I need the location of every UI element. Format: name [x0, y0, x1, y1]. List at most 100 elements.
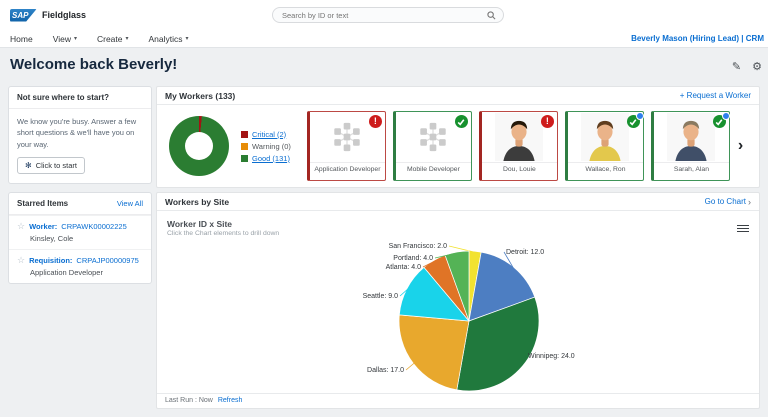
get-started-body: We know you're busy. Answer a few short … [17, 117, 137, 149]
product-name: Fieldglass [42, 10, 87, 20]
chevron-down-icon: ▾ [73, 36, 77, 42]
pie-label-leader [521, 355, 527, 366]
workers-by-site-pie-chart[interactable]: San Francisco: 2.0 Detroit: 12.0 Winnipeg:… [157, 233, 761, 391]
chart-footer: Last Run : Now Refresh [157, 393, 759, 408]
chart-title: Worker ID x Site [167, 219, 233, 229]
chart-subtitle: Click the Chart elements to drill down [167, 230, 280, 237]
starred-items-card: Starred Items View All ☆ Worker: CRPAWK0… [8, 191, 152, 284]
pie-slice-label: Portland: 4.0 [393, 255, 433, 262]
worker-status-legend: Critical (2) Warning (0) Good (131) [241, 127, 291, 166]
get-started-card: Not sure where to start? We know you're … [8, 86, 152, 184]
star-icon[interactable]: ☆ [17, 220, 26, 231]
last-run-label: Last Run : Now [165, 397, 213, 404]
check-badge-icon [454, 115, 468, 128]
page-title: Welcome back Beverly! [10, 56, 178, 73]
legend-label[interactable]: Critical (2) [252, 129, 287, 139]
legend-row-good[interactable]: Good (131) [241, 154, 291, 163]
pie-label-leader [422, 260, 435, 268]
chart-menu-icon[interactable] [737, 223, 749, 234]
my-workers-body: Critical (2) Warning (0) Good (131) Applic… [157, 105, 759, 187]
nav-item-view[interactable]: View ▾ [52, 33, 77, 44]
click-to-start-button[interactable]: ✻ Click to start [17, 156, 85, 174]
starred-item-worker[interactable]: ☆ Worker: CRPAWK00002225 Kinsley, Cole [9, 214, 151, 249]
global-search[interactable] [272, 7, 504, 23]
my-workers-title: My Workers (133) [165, 90, 236, 101]
request-worker-link[interactable]: + Request a Worker [679, 91, 751, 100]
worker-photo [568, 112, 643, 162]
workers-by-site-title: Workers by Site [165, 196, 230, 207]
worker-card-name: Application Developer [309, 162, 385, 173]
pie-slice-label: Dallas: 17.0 [367, 367, 404, 374]
search-icon[interactable] [487, 10, 496, 20]
pie-label-leader [434, 252, 458, 259]
next-cards-chevron-icon[interactable]: › [737, 137, 744, 154]
alert-badge-icon: ! [368, 115, 382, 128]
starred-item-requisition[interactable]: ☆ Requisition: CRPAJP00000975 Applicatio… [9, 248, 151, 283]
legend-swatch-icon [241, 130, 248, 138]
legend-label[interactable]: Good (131) [252, 153, 290, 163]
pie-label-leader [405, 362, 415, 371]
refresh-link[interactable]: Refresh [217, 397, 243, 404]
pie-label-leader [399, 288, 409, 297]
star-icon[interactable]: ☆ [17, 254, 26, 265]
get-started-title: Not sure where to start? [17, 93, 110, 102]
legend-row-critical[interactable]: Critical (2) [241, 130, 291, 139]
worker-card-name: Sarah, Alan [653, 162, 729, 173]
starred-item-name: Kinsley, Cole [30, 233, 74, 243]
go-to-chart-link[interactable]: Go to Chart › [704, 196, 751, 207]
top-bar: SAP Fieldglass [0, 0, 768, 30]
pie-slice-label: Detroit: 12.0 [506, 249, 544, 256]
starred-item-name: Application Developer [30, 267, 103, 277]
main-nav: Home View ▾ Create ▾ Analytics ▾ Beverly Mason… [0, 30, 768, 48]
alert-badge-icon: ! [540, 115, 554, 128]
worker-card-name: Wallace, Ron [567, 162, 643, 173]
worker-card-name: Dou, Louie [481, 162, 557, 173]
chevron-right-icon: › [748, 196, 751, 207]
starred-items-title: Starred Items [17, 198, 69, 208]
worker-card[interactable]: Wallace, Ron [564, 111, 644, 181]
worker-photo [654, 112, 729, 162]
worker-placeholder-icon [310, 112, 385, 162]
user-account-link[interactable]: Beverly Mason (Hiring Lead) | CRM [631, 34, 764, 43]
legend-row-warning: Warning (0) [241, 142, 291, 151]
worker-card[interactable]: Application Developer! [306, 111, 386, 181]
pie-slice-label: San Francisco: 2.0 [389, 243, 447, 250]
my-workers-panel: My Workers (133) + Request a Worker Crit… [156, 86, 760, 188]
legend-swatch-icon [241, 142, 248, 150]
workers-by-site-panel: Workers by Site Go to Chart › Worker ID … [156, 192, 760, 409]
chevron-down-icon: ▾ [125, 36, 129, 42]
worker-card-name: Mobile Developer [395, 162, 471, 173]
worker-cards: Application Developer! Mobile Developer D… [306, 111, 730, 181]
worker-placeholder-icon [396, 112, 471, 162]
nav-item-home[interactable]: Home [10, 33, 33, 44]
legend-swatch-icon [241, 154, 248, 162]
sparkle-icon: ✻ [25, 160, 32, 170]
settings-gear-icon[interactable]: ⚙ [752, 61, 762, 73]
pie-slice-label: Winnipeg: 24.0 [528, 353, 575, 360]
nav-item-analytics[interactable]: Analytics ▾ [148, 33, 189, 44]
chevron-down-icon: ▾ [185, 36, 189, 42]
pie-slice-label: Atlanta: 4.0 [386, 264, 422, 271]
pie-slice-portland[interactable] [444, 250, 470, 322]
page-actions: ✎ ⚙ [732, 60, 762, 73]
pie-slice-label: Seattle: 9.0 [363, 293, 399, 300]
pie-label-leader [448, 245, 476, 253]
worker-card[interactable]: Sarah, Alan [650, 111, 730, 181]
sync-dot-icon [721, 112, 730, 120]
worker-status-donut-chart[interactable] [169, 116, 229, 176]
pie-slice-winnipeg[interactable] [456, 296, 540, 391]
worker-card[interactable]: Dou, Louie! [478, 111, 558, 181]
worker-photo [482, 112, 557, 162]
nav-item-create[interactable]: Create ▾ [96, 33, 129, 44]
sync-dot-icon [635, 112, 644, 120]
worker-card[interactable]: Mobile Developer [392, 111, 472, 181]
view-all-link[interactable]: View All [116, 198, 143, 208]
left-column: Not sure where to start? We know you're … [8, 86, 152, 292]
pie-slice-dallas[interactable] [398, 314, 470, 391]
search-input[interactable] [280, 9, 487, 21]
pie-label-leader [503, 251, 514, 269]
pie-slice-detroit[interactable] [468, 251, 536, 322]
edit-layout-icon[interactable]: ✎ [731, 61, 742, 73]
sap-logo-icon[interactable]: SAP [10, 8, 37, 22]
